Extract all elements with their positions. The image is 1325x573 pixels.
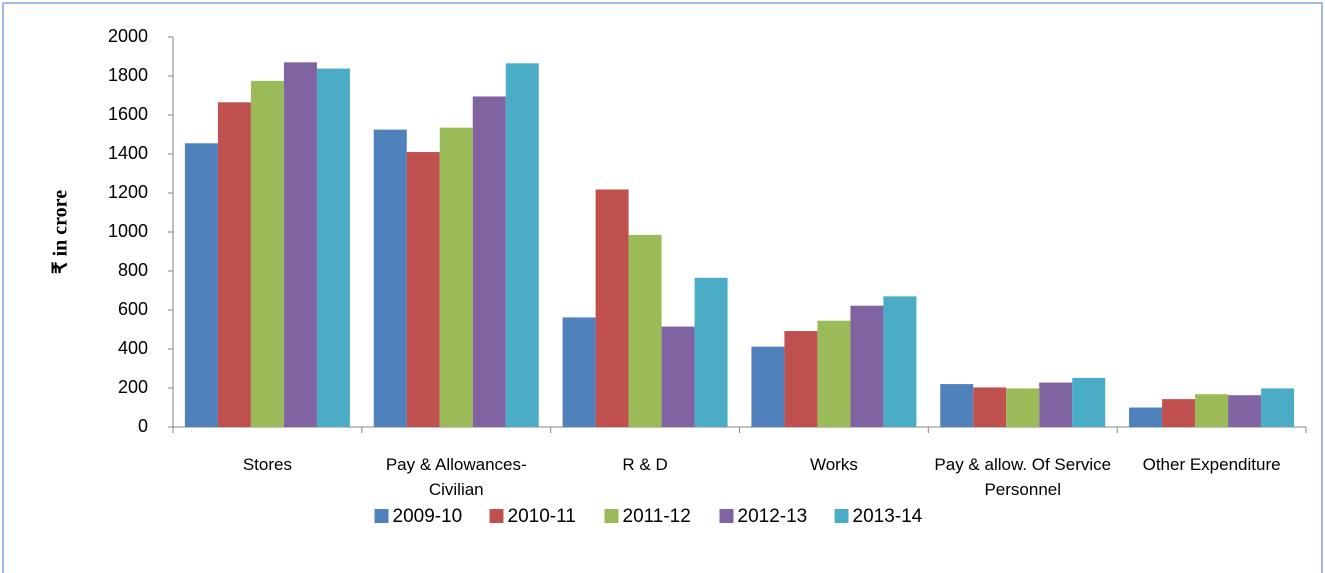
y-tick-label: 2000 bbox=[108, 26, 148, 46]
y-tick-label: 1200 bbox=[108, 182, 148, 202]
x-tick-label: Works bbox=[809, 455, 858, 474]
bar bbox=[1162, 399, 1196, 427]
y-tick-label: 800 bbox=[118, 260, 148, 280]
bar bbox=[973, 387, 1007, 427]
bar bbox=[628, 234, 662, 427]
y-tick-label: 0 bbox=[138, 416, 148, 436]
y-tick-label: 400 bbox=[118, 338, 148, 358]
bar bbox=[694, 277, 728, 427]
legend-swatch bbox=[489, 509, 504, 523]
x-tick-label: Pay & Allowances-Civilian bbox=[385, 455, 527, 499]
legend-label: 2011-12 bbox=[623, 506, 691, 527]
bar bbox=[1072, 377, 1106, 427]
bar bbox=[1129, 407, 1163, 427]
bar bbox=[562, 317, 596, 427]
bar bbox=[439, 127, 473, 428]
bar bbox=[283, 62, 317, 427]
bar bbox=[850, 305, 884, 427]
bar bbox=[817, 320, 851, 427]
x-tick-label: R & D bbox=[622, 455, 668, 474]
bar bbox=[472, 96, 506, 427]
x-tick-label: Pay & allow. Of Service Personnel bbox=[934, 455, 1112, 499]
bar bbox=[217, 102, 251, 427]
y-tick-label: 200 bbox=[118, 377, 148, 397]
y-tick-label: 1800 bbox=[108, 65, 148, 85]
bar bbox=[784, 331, 818, 427]
y-tick-label: 1000 bbox=[108, 221, 148, 241]
bar bbox=[751, 346, 785, 427]
legend-swatch bbox=[719, 509, 734, 523]
bar bbox=[940, 384, 974, 427]
bar bbox=[505, 63, 539, 427]
legend-label: 2013-14 bbox=[853, 506, 923, 527]
legend-label: 2010-11 bbox=[508, 506, 576, 527]
x-tick-label: Other Expenditure bbox=[1142, 455, 1281, 474]
bar bbox=[316, 68, 350, 427]
x-tick-label: Stores bbox=[242, 455, 292, 474]
bar bbox=[373, 129, 407, 427]
legend-label: 2009-10 bbox=[393, 506, 463, 527]
bar bbox=[1261, 388, 1295, 427]
bar bbox=[1195, 394, 1229, 427]
bar bbox=[1228, 395, 1262, 427]
y-tick-label: 1400 bbox=[108, 143, 148, 163]
legend-swatch bbox=[604, 509, 619, 523]
bar bbox=[250, 80, 284, 427]
legend-swatch bbox=[834, 509, 849, 523]
bar bbox=[661, 326, 695, 427]
legend-swatch bbox=[374, 509, 389, 523]
y-tick-label: 600 bbox=[118, 299, 148, 319]
bar bbox=[1039, 382, 1073, 427]
bar bbox=[406, 152, 440, 428]
bar bbox=[1006, 388, 1040, 427]
y-axis-label: ₹ in crore bbox=[50, 190, 72, 274]
y-tick-label: 1600 bbox=[108, 104, 148, 124]
legend-label: 2012-13 bbox=[738, 506, 808, 527]
bar bbox=[883, 296, 917, 427]
bar bbox=[184, 143, 218, 427]
bar bbox=[595, 189, 629, 427]
